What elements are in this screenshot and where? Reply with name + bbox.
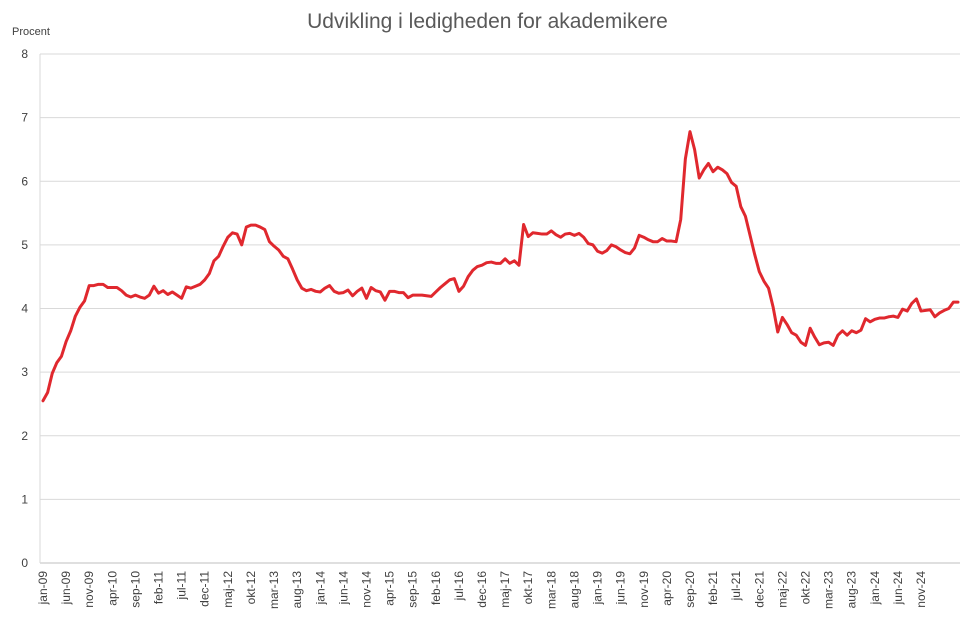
x-tick-label: jan-09: [36, 571, 50, 606]
x-tick-labels: jan-09 jun-09 nov-09 apr-10 sep-10 feb-11 jul-…: [36, 571, 928, 609]
x-tick-label: maj-17: [498, 571, 512, 608]
gridlines: [39, 53, 960, 564]
y-tick-label: 0: [21, 556, 28, 570]
x-tick-label: aug-23: [845, 571, 859, 609]
x-tick-label: feb-16: [429, 571, 443, 605]
x-tick-label: jun-14: [336, 571, 350, 606]
x-tick-label: mar-13: [267, 571, 281, 609]
chart-title: Udvikling i ledigheden for akademikere: [307, 10, 668, 33]
x-tick-label: sep-15: [406, 571, 420, 608]
x-tick-label: okt-12: [244, 571, 258, 605]
series-line: [41, 130, 960, 403]
x-tick-label: sep-20: [683, 571, 697, 608]
x-tick-label: nov-09: [82, 571, 96, 608]
x-tick-label: mar-18: [544, 571, 558, 609]
x-tick-label: jun-09: [59, 571, 73, 606]
x-tick-label: maj-12: [221, 571, 235, 608]
x-tick-label: nov-24: [914, 571, 928, 608]
series: [41, 130, 960, 403]
y-tick-label: 3: [21, 365, 28, 379]
x-tick-label: aug-13: [290, 571, 304, 609]
x-tick-label: jul-11: [175, 571, 189, 601]
x-tick-label: nov-14: [359, 571, 373, 608]
x-tick-label: feb-11: [152, 571, 166, 604]
y-tick-label: 6: [21, 174, 28, 188]
y-tick-label: 1: [21, 492, 28, 506]
y-tick-label: 2: [21, 429, 28, 443]
y-tick-label: 5: [21, 238, 28, 252]
x-tick-label: okt-17: [521, 571, 535, 605]
y-tick-label: 7: [21, 111, 28, 125]
x-tick-label: jan-19: [591, 571, 605, 606]
x-tick-label: jun-19: [614, 571, 628, 606]
x-tick-label: jul-16: [452, 571, 466, 602]
x-tick-label: dec-21: [752, 571, 766, 608]
x-tick-label: apr-10: [105, 571, 119, 606]
x-tick-label: apr-20: [660, 571, 674, 606]
x-tick-label: sep-10: [128, 571, 142, 608]
x-tick-label: nov-19: [637, 571, 651, 608]
y-axis-label: Procent: [12, 26, 50, 38]
y-tick-labels: 0 1 2 3 4 5 6 7 8: [21, 47, 28, 570]
x-tick-label: aug-18: [567, 571, 581, 609]
x-tick-label: jun-24: [891, 571, 905, 606]
y-tick-label: 4: [21, 302, 28, 316]
y-tick-label: 8: [21, 47, 28, 61]
x-tick-label: jul-21: [729, 571, 743, 602]
x-tick-label: dec-11: [198, 571, 212, 607]
x-tick-label: jan-14: [313, 571, 327, 606]
x-tick-label: feb-21: [706, 571, 720, 605]
x-tick-label: maj-22: [775, 571, 789, 608]
x-tick-label: dec-16: [475, 571, 489, 608]
x-tick-label: jan-24: [868, 571, 882, 606]
x-tick-label: mar-23: [822, 571, 836, 609]
x-tick-label: okt-22: [799, 571, 813, 605]
x-tick-label: apr-15: [383, 571, 397, 606]
